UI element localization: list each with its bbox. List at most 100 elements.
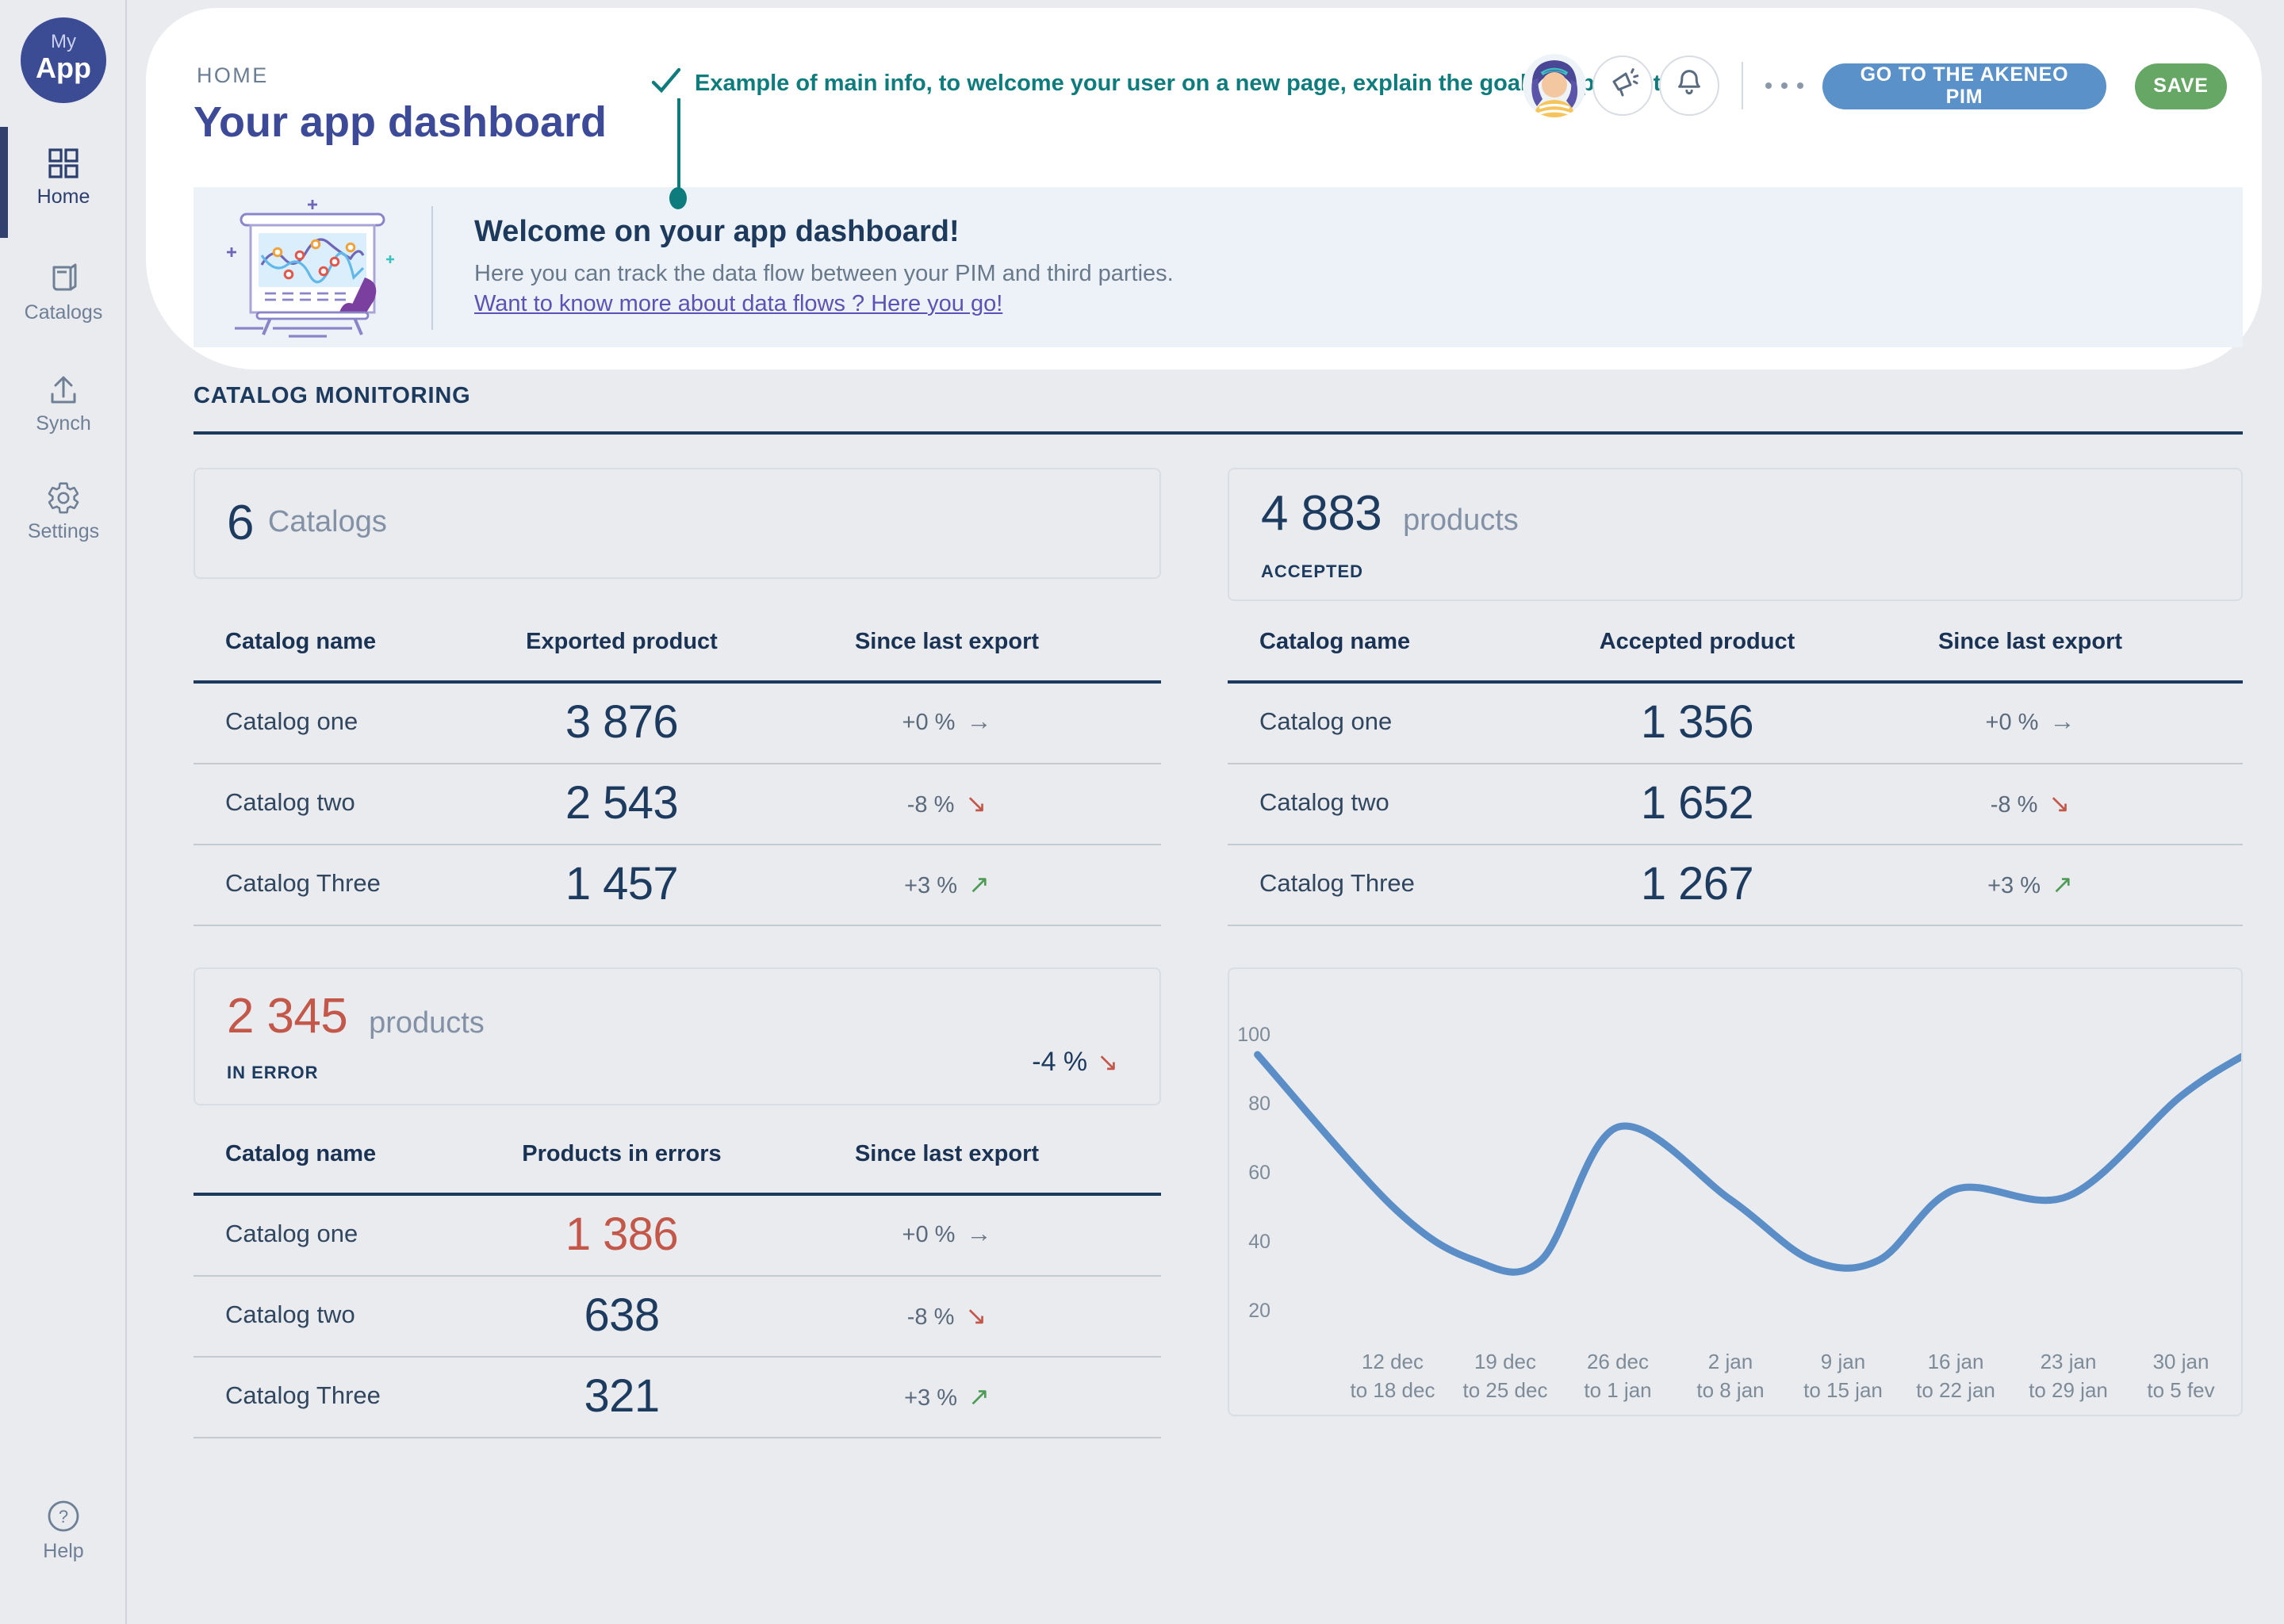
- book-icon: [0, 262, 127, 297]
- data-flows-link[interactable]: Want to know more about data flows ? Her…: [474, 292, 1002, 317]
- annotation-connector-dot: [669, 187, 687, 209]
- catalogs-count-label: Catalogs: [268, 506, 387, 541]
- catalog-name-cell: Catalog two: [194, 790, 511, 818]
- y-axis-tick: 60: [1248, 1162, 1270, 1184]
- trend-flat-icon: →: [2049, 709, 2075, 736]
- sidebar-item-home[interactable]: Home: [0, 146, 127, 208]
- catalog-name-cell: Catalog one: [194, 1221, 511, 1250]
- trend-down-icon: ↘: [1097, 1050, 1118, 1077]
- bell-icon: [1673, 66, 1705, 105]
- column-header: Catalog name: [194, 630, 511, 655]
- since-last-export-cell: +0 %→: [733, 709, 1161, 737]
- column-header: Since last export: [1818, 630, 2243, 655]
- sidebar-item-synch[interactable]: Synch: [0, 373, 127, 435]
- since-last-export-cell: -8 %↘: [1818, 788, 2243, 820]
- x-axis-tick: 26 decto 1 jan: [1584, 1350, 1651, 1402]
- pct-text: -8 %: [1991, 793, 2038, 818]
- line-chart: 1008060402012 decto 18 dec19 decto 25 de…: [1229, 969, 2241, 1415]
- banner-body: Here you can track the data flow between…: [474, 262, 1174, 287]
- value-cell: 1 457: [511, 859, 733, 911]
- sidebar-item-catalogs[interactable]: Catalogs: [0, 262, 127, 324]
- go-to-pim-button[interactable]: GO TO THE AKENEO PIM: [1822, 63, 2106, 109]
- pct-text: +0 %: [902, 1223, 956, 1248]
- catalog-name-cell: Catalog one: [1228, 709, 1577, 737]
- page-title: Your app dashboard: [194, 98, 607, 147]
- banner-title: Welcome on your app dashboard!: [474, 216, 1174, 251]
- since-last-export-cell: +3 % ↗: [1818, 869, 2243, 901]
- column-header: Accepted product: [1577, 630, 1818, 655]
- table-row: Catalog one3 876+0 %→: [194, 684, 1161, 764]
- accepted-count-label: products: [1403, 504, 1519, 538]
- column-header: Exported product: [511, 630, 733, 655]
- megaphone-icon: [1607, 66, 1638, 105]
- accepted-count: 4 883: [1261, 485, 1382, 541]
- products-trend-chart: 1008060402012 decto 18 dec19 decto 25 de…: [1228, 967, 2243, 1416]
- logo-bottom-text: App: [21, 52, 106, 86]
- trend-flat-icon: →: [966, 1221, 991, 1248]
- catalog-name-cell: Catalog Three: [194, 1383, 511, 1411]
- table-row: Catalog two638-8 %↘: [194, 1277, 1161, 1358]
- sidebar-item-label: Settings: [0, 520, 127, 542]
- column-header: Products in errors: [511, 1142, 733, 1167]
- value-cell: 1 652: [1577, 778, 1818, 830]
- trend-up-icon: ↗: [2052, 872, 2073, 899]
- pct-text: +3 %: [904, 874, 957, 899]
- pct-text: +3 %: [1987, 874, 2041, 899]
- announcements-button[interactable]: [1592, 56, 1653, 116]
- column-header: Catalog name: [1228, 630, 1577, 655]
- breadcrumb: HOME: [197, 63, 269, 87]
- error-sublabel: IN ERROR: [227, 1064, 319, 1083]
- x-axis-tick: 12 decto 18 dec: [1351, 1350, 1435, 1402]
- sidebar-item-label: Catalogs: [0, 301, 127, 324]
- table-row: Catalog two1 652-8 %↘: [1228, 764, 2243, 845]
- value-cell: 1 356: [1577, 697, 1818, 749]
- catalog-name-cell: Catalog Three: [194, 871, 511, 899]
- table-row: Catalog one1 356+0 %→: [1228, 684, 2243, 764]
- y-axis-tick: 80: [1248, 1093, 1270, 1115]
- value-cell: 638: [511, 1290, 733, 1342]
- value-cell: 321: [511, 1371, 733, 1423]
- section-title: CATALOG MONITORING: [194, 384, 471, 409]
- exported-products-table: Catalog name Exported product Since last…: [194, 617, 1161, 926]
- error-count-label: products: [369, 1007, 485, 1040]
- trend-flat-icon: →: [966, 709, 991, 736]
- catalogs-count-card: 6 Catalogs: [194, 468, 1161, 579]
- chart-line-series: [1258, 1051, 2241, 1272]
- accepted-products-table: Catalog name Accepted product Since last…: [1228, 617, 2243, 926]
- column-header: Since last export: [733, 1142, 1161, 1167]
- more-options-button[interactable]: [1765, 82, 1803, 89]
- trend-up-icon: ↗: [968, 1385, 990, 1411]
- catalog-name-cell: Catalog two: [1228, 790, 1577, 818]
- table-row: Catalog one1 386+0 %→: [194, 1196, 1161, 1277]
- x-axis-tick: 30 janto 5 fev: [2147, 1350, 2214, 1402]
- sidebar-item-label: Home: [0, 186, 127, 208]
- x-axis-tick: 19 decto 25 dec: [1463, 1350, 1548, 1402]
- since-last-export-cell: +0 %→: [1818, 709, 2243, 737]
- value-cell: 1 267: [1577, 859, 1818, 911]
- table-header-row: Catalog name Accepted product Since last…: [1228, 617, 2243, 668]
- chart-board-illustration: [194, 194, 431, 340]
- x-axis-tick: 2 janto 8 jan: [1696, 1350, 1764, 1402]
- notifications-button[interactable]: [1659, 56, 1719, 116]
- catalog-name-cell: Catalog two: [194, 1302, 511, 1331]
- avatar[interactable]: [1523, 54, 1586, 117]
- table-row: Catalog two2 543-8 %↘: [194, 764, 1161, 845]
- annotation-text: Example of main info, to welcome your us…: [695, 71, 1583, 97]
- save-button[interactable]: SAVE: [2135, 63, 2227, 109]
- table-header-row: Catalog name Exported product Since last…: [194, 617, 1161, 668]
- topbar: GO TO THE AKENEO PIM SAVE: [1523, 52, 2227, 119]
- pct-text: -8 %: [907, 793, 955, 818]
- trend-up-icon: ↗: [968, 872, 990, 899]
- accepted-products-card: 4 883 products ACCEPTED: [1228, 468, 2243, 601]
- y-axis-tick: 100: [1237, 1024, 1270, 1046]
- errors-table: Catalog name Products in errors Since la…: [194, 1129, 1161, 1438]
- sidebar-item-settings[interactable]: Settings: [0, 481, 127, 542]
- sidebar-item-label: Help: [0, 1540, 127, 1562]
- sidebar-item-help[interactable]: ? Help: [0, 1497, 127, 1562]
- svg-text:?: ?: [59, 1507, 68, 1526]
- gear-icon: [0, 481, 127, 515]
- topbar-divider: [1742, 62, 1743, 109]
- trend-down-icon: ↘: [965, 1304, 987, 1331]
- app-logo[interactable]: My App: [21, 17, 106, 103]
- since-last-export-cell: +3 %↗: [733, 1381, 1161, 1413]
